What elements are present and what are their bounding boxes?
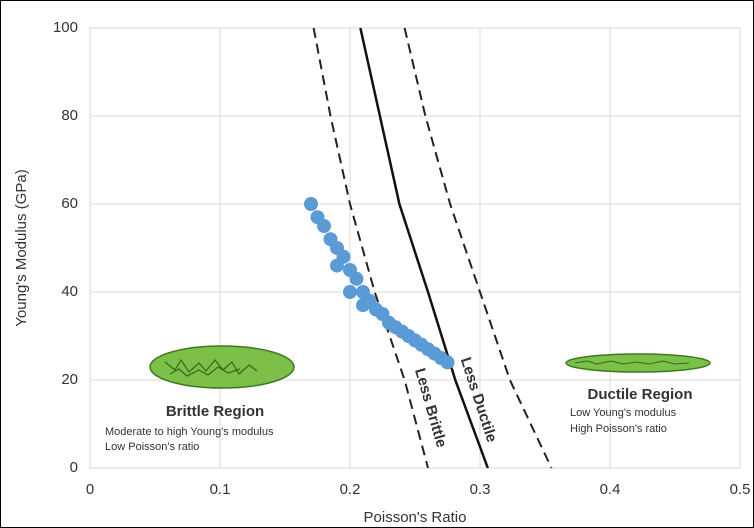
y-tick-label: 0 bbox=[70, 459, 78, 476]
annotation: High Poisson's ratio bbox=[570, 423, 667, 435]
data-point bbox=[441, 355, 455, 369]
data-point bbox=[343, 285, 357, 299]
y-tick-label: 60 bbox=[61, 195, 78, 212]
annotation: Brittle Region bbox=[166, 403, 264, 420]
x-tick-label: 0.4 bbox=[600, 481, 621, 498]
data-point bbox=[350, 272, 364, 286]
y-tick-label: 100 bbox=[53, 19, 78, 36]
data-point bbox=[317, 219, 331, 233]
annotation: Ductile Region bbox=[587, 386, 692, 403]
data-point bbox=[337, 250, 351, 264]
y-tick-label: 40 bbox=[61, 283, 78, 300]
x-tick-label: 0 bbox=[86, 481, 94, 498]
data-point bbox=[304, 197, 318, 211]
x-tick-label: 0.2 bbox=[340, 481, 361, 498]
y-tick-label: 80 bbox=[61, 107, 78, 124]
y-tick-label: 20 bbox=[61, 371, 78, 388]
x-tick-label: 0.3 bbox=[470, 481, 491, 498]
chart: Brittle Region Moderate to high Young's … bbox=[0, 0, 754, 528]
x-tick-label: 0.5 bbox=[730, 481, 751, 498]
annotation: Moderate to high Young's modulus bbox=[105, 426, 274, 438]
annotation: Low Young's modulus bbox=[570, 407, 677, 419]
x-axis-title: Poisson's Ratio bbox=[364, 509, 467, 526]
x-tick-label: 0.1 bbox=[210, 481, 231, 498]
annotation: Low Poisson's ratio bbox=[105, 441, 199, 453]
y-axis-title: Young's Modulus (GPa) bbox=[13, 169, 30, 326]
